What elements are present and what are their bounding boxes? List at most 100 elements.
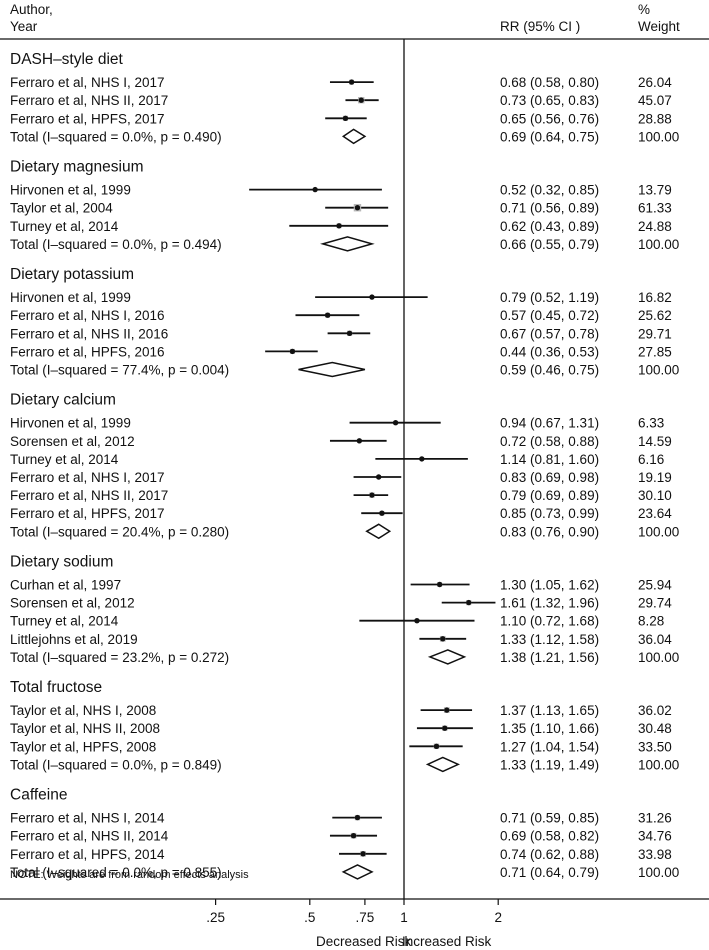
point-estimate — [419, 456, 425, 462]
point-estimate — [444, 707, 450, 713]
study-label: Ferraro et al, HPFS, 2014 — [10, 847, 165, 862]
study-weight: 36.02 — [638, 703, 672, 718]
study-weight: 23.64 — [638, 506, 672, 521]
point-estimate — [466, 599, 472, 606]
study-rr-ci: 0.52 (0.32, 0.85) — [500, 183, 599, 198]
x-axis-ticks: .25 .5 .75 1 2 — [206, 899, 502, 925]
study-weight: 8.28 — [638, 614, 664, 629]
point-estimate — [342, 115, 349, 122]
study-rr-ci: 0.69 (0.58, 0.82) — [500, 829, 599, 844]
point-estimate — [312, 186, 318, 193]
total-label: Total (I–squared = 0.0%, p = 0.490) — [10, 129, 222, 144]
total-label: Total (I–squared = 0.0%, p = 0.855) — [10, 865, 222, 880]
group-title: Dietary sodium — [10, 553, 113, 570]
study-weight: 34.76 — [638, 829, 672, 844]
point-estimate — [440, 636, 446, 642]
point-estimate — [369, 294, 375, 300]
point-estimate — [348, 79, 355, 85]
study-rr-ci: 0.73 (0.65, 0.83) — [500, 93, 599, 108]
point-estimate — [350, 833, 357, 839]
study-rr-ci: 0.62 (0.43, 0.89) — [500, 219, 599, 234]
study-weight: 31.26 — [638, 811, 672, 826]
study-rr-ci: 0.83 (0.69, 0.98) — [500, 470, 599, 485]
study-rr-ci: 0.79 (0.69, 0.89) — [500, 488, 599, 503]
total-weight: 100.00 — [638, 650, 679, 665]
point-estimate — [324, 312, 331, 318]
total-label: Total (I–squared = 0.0%, p = 0.849) — [10, 757, 222, 772]
study-label: Turney et al, 2014 — [10, 219, 119, 234]
study-weight: 28.88 — [638, 111, 672, 126]
study-weight: 61.33 — [638, 201, 672, 216]
study-label: Ferraro et al, NHS II, 2017 — [10, 93, 168, 108]
group-title: DASH–style diet — [10, 51, 124, 68]
total-rr-ci: 0.59 (0.46, 0.75) — [500, 363, 599, 378]
forest-rows: DASH–style diet Ferraro et al, NHS I, 201… — [10, 51, 679, 880]
study-weight: 45.07 — [638, 93, 672, 108]
point-estimate — [379, 510, 385, 516]
point-estimate — [289, 348, 296, 355]
pooled-diamond — [341, 128, 367, 145]
point-estimate — [433, 743, 440, 749]
point-estimate — [336, 223, 342, 229]
study-weight: 19.19 — [638, 470, 672, 485]
decreased-risk-label: Decreased Risk — [316, 934, 412, 949]
study-weight: 33.98 — [638, 847, 672, 862]
note-text: NOTE: Weights are from random effects an… — [10, 869, 249, 881]
total-rr-ci: 0.71 (0.64, 0.79) — [500, 865, 599, 880]
study-rr-ci: 0.71 (0.59, 0.85) — [500, 811, 599, 826]
total-weight: 100.00 — [638, 237, 679, 252]
header-weight: Weight — [638, 19, 680, 34]
study-label: Sorensen et al, 2012 — [10, 596, 135, 611]
study-label: Curhan et al, 1997 — [10, 578, 121, 593]
study-label: Ferraro et al, NHS I, 2016 — [10, 308, 165, 323]
study-rr-ci: 0.68 (0.58, 0.80) — [500, 75, 599, 90]
study-weight: 25.62 — [638, 308, 672, 323]
study-rr-ci: 0.67 (0.57, 0.78) — [500, 326, 599, 341]
point-estimate — [392, 420, 399, 426]
study-label: Turney et al, 2014 — [10, 452, 119, 467]
point-estimate — [442, 725, 448, 731]
header-rr: RR (95% CI ) — [500, 19, 580, 34]
study-label: Ferraro et al, NHS I, 2017 — [10, 75, 165, 90]
total-rr-ci: 1.33 (1.19, 1.49) — [500, 757, 599, 772]
study-rr-ci: 0.79 (0.52, 1.19) — [500, 290, 599, 305]
total-weight: 100.00 — [638, 524, 679, 539]
x-tick-label: 2 — [494, 910, 502, 925]
study-label: Ferraro et al, HPFS, 2017 — [10, 111, 165, 126]
point-estimate — [375, 474, 382, 480]
study-rr-ci: 1.10 (0.72, 1.68) — [500, 614, 599, 629]
x-tick-label: 1 — [400, 910, 408, 925]
study-label: Taylor et al, HPFS, 2008 — [10, 739, 156, 754]
x-tick-label: .5 — [304, 910, 315, 925]
x-tick-label: .25 — [206, 910, 225, 925]
study-label: Ferraro et al, HPFS, 2016 — [10, 344, 165, 359]
point-estimate — [346, 330, 353, 336]
header-author: Author, — [10, 2, 53, 17]
group-title: Dietary potassium — [10, 266, 134, 283]
group-title: Dietary calcium — [10, 392, 116, 409]
study-weight: 24.88 — [638, 219, 672, 234]
increased-risk-label: Increased Risk — [402, 934, 492, 949]
study-label: Taylor et al, NHS I, 2008 — [10, 703, 156, 718]
study-rr-ci: 0.65 (0.56, 0.76) — [500, 111, 599, 126]
study-label: Sorensen et al, 2012 — [10, 434, 135, 449]
point-estimate — [414, 618, 420, 624]
total-rr-ci: 0.69 (0.64, 0.75) — [500, 129, 599, 144]
study-label: Taylor et al, 2004 — [10, 201, 113, 216]
header-weight-percent: % — [638, 2, 650, 17]
study-weight: 6.16 — [638, 452, 664, 467]
total-rr-ci: 0.83 (0.76, 0.90) — [500, 524, 599, 539]
study-rr-ci: 1.37 (1.13, 1.65) — [500, 703, 599, 718]
study-weight: 33.50 — [638, 739, 672, 754]
study-weight: 14.59 — [638, 434, 672, 449]
study-weight: 29.71 — [638, 326, 672, 341]
study-weight: 36.04 — [638, 632, 672, 647]
pooled-diamond — [341, 864, 374, 880]
study-rr-ci: 0.85 (0.73, 0.99) — [500, 506, 599, 521]
point-estimate — [354, 205, 361, 211]
study-rr-ci: 1.14 (0.81, 1.60) — [500, 452, 599, 467]
study-label: Turney et al, 2014 — [10, 614, 119, 629]
total-weight: 100.00 — [638, 865, 679, 880]
study-label: Ferraro et al, NHS II, 2017 — [10, 488, 168, 503]
